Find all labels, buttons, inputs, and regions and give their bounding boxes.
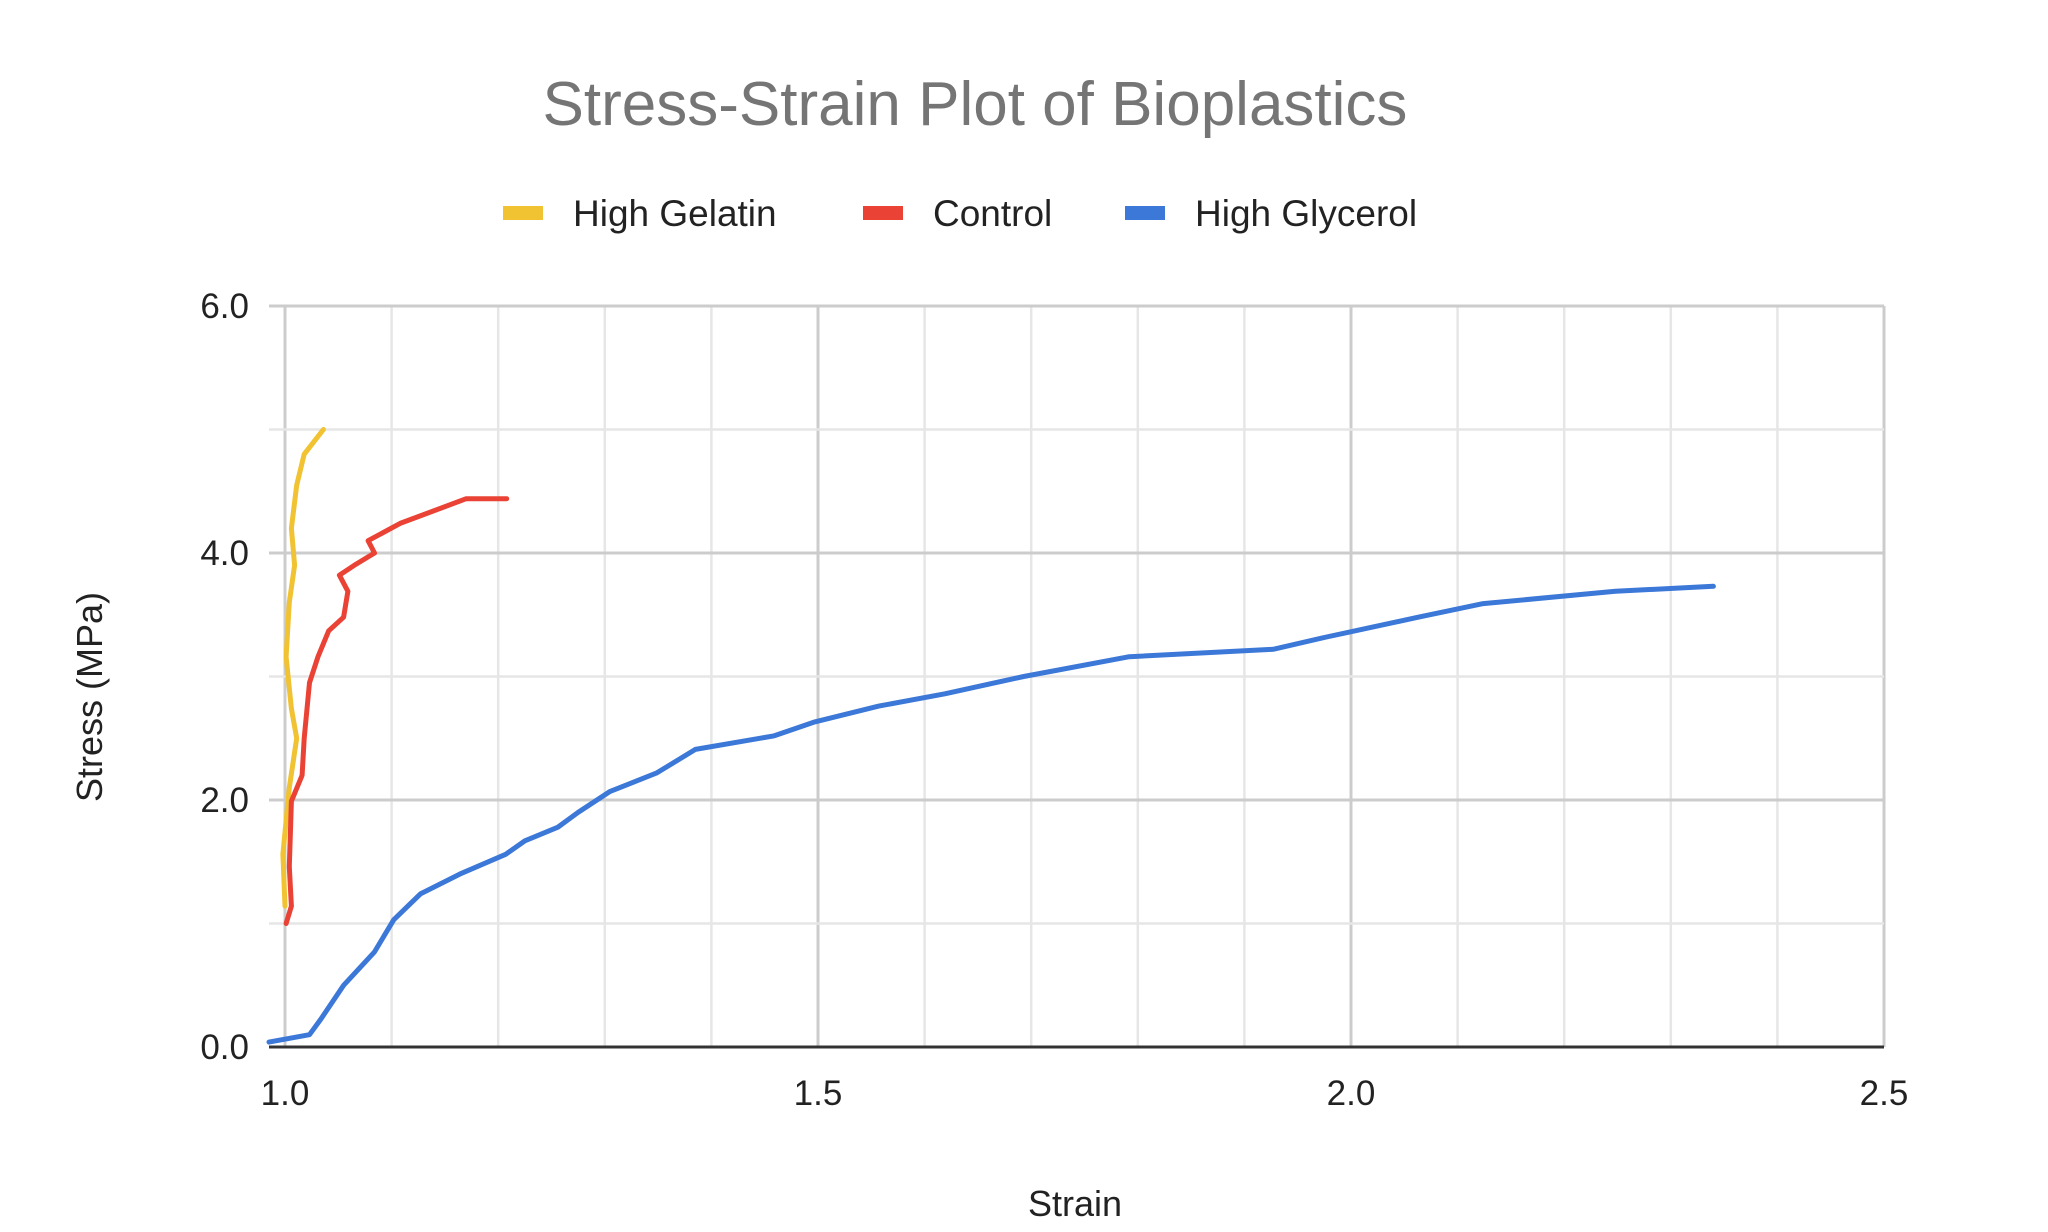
series-line-high-glycerol xyxy=(266,583,1716,1045)
series-line-control xyxy=(283,496,510,926)
series-line-high-gelatin xyxy=(280,427,326,909)
legend-label: High Gelatin xyxy=(573,193,777,234)
legend: High Gelatin Control High Glycerol xyxy=(503,193,1417,234)
y-tick-label: 2.0 xyxy=(200,781,249,820)
x-tick-label: 1.5 xyxy=(794,1074,843,1113)
y-tick-label: 4.0 xyxy=(200,534,249,573)
series-lines xyxy=(266,427,1716,1045)
y-axis-label: Stress (MPa) xyxy=(69,592,110,802)
gridlines xyxy=(269,304,1886,1049)
x-axis-label: Strain xyxy=(1028,1183,1122,1224)
legend-swatch xyxy=(1125,206,1165,220)
legend-swatch xyxy=(863,206,903,220)
x-tick-label: 2.0 xyxy=(1327,1074,1376,1113)
axes: 1.0 1.5 2.0 2.5 0.0 2.0 4.0 6.0 xyxy=(200,287,1908,1113)
legend-swatch xyxy=(503,206,543,220)
legend-label: High Glycerol xyxy=(1195,193,1417,234)
x-tick-label: 2.5 xyxy=(1860,1074,1909,1113)
legend-label: Control xyxy=(933,193,1052,234)
x-tick-label: 1.0 xyxy=(261,1074,310,1113)
chart-title: Stress-Strain Plot of Bioplastics xyxy=(543,70,1408,139)
y-tick-label: 6.0 xyxy=(200,287,249,326)
y-tick-label: 0.0 xyxy=(200,1028,249,1067)
